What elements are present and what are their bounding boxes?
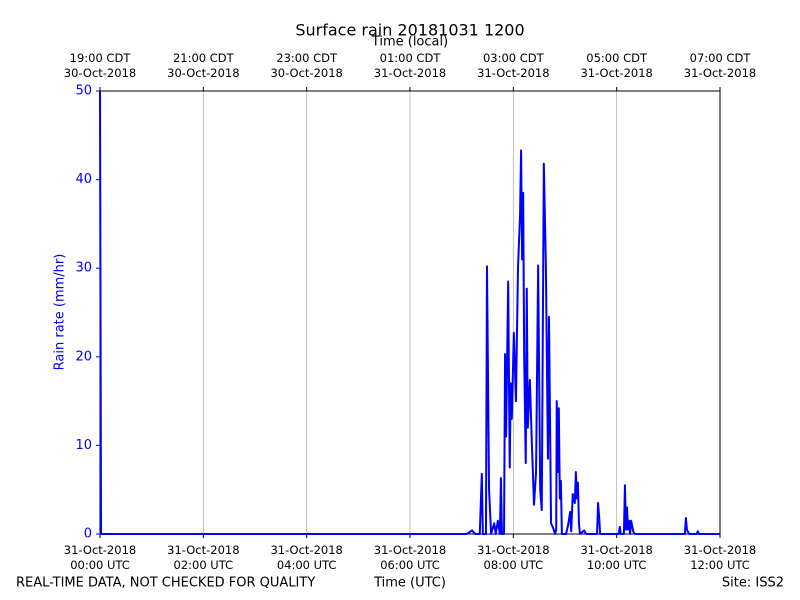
x2-tick-label: 05:00 CDT 31-Oct-2018	[580, 51, 652, 80]
y-tick-label: 50	[75, 84, 92, 99]
x2-tick-label: 19:00 CDT 30-Oct-2018	[64, 51, 136, 80]
x-tick-label: 31-Oct-2018 00:00 UTC	[64, 543, 136, 572]
y-tick-label: 20	[75, 349, 92, 364]
x2-tick-label: 23:00 CDT 30-Oct-2018	[270, 51, 342, 80]
x-tick-label: 31-Oct-2018 10:00 UTC	[580, 543, 652, 572]
x-tick-label: 31-Oct-2018 08:00 UTC	[477, 543, 549, 572]
x-tick-label: 31-Oct-2018 04:00 UTC	[270, 543, 342, 572]
x2-axis-label: Time (local)	[371, 35, 448, 50]
y-tick-label: 30	[75, 261, 92, 276]
x-tick-label: 31-Oct-2018 02:00 UTC	[167, 543, 239, 572]
y-tick-label: 0	[84, 527, 92, 542]
x-tick-label: 31-Oct-2018 06:00 UTC	[374, 543, 446, 572]
x2-tick-label: 07:00 CDT 31-Oct-2018	[684, 51, 756, 80]
site-label: Site: ISS2	[722, 576, 784, 591]
x2-tick-label: 01:00 CDT 31-Oct-2018	[374, 51, 446, 80]
chart-title: Surface rain 20181031 1200	[295, 21, 524, 40]
y-axis-label: Rain rate (mm/hr)	[53, 254, 68, 371]
y-tick-label: 40	[75, 172, 92, 187]
x-tick-label: 31-Oct-2018 12:00 UTC	[684, 543, 756, 572]
x2-tick-label: 21:00 CDT 30-Oct-2018	[167, 51, 239, 80]
footer-note: REAL-TIME DATA, NOT CHECKED FOR QUALITY	[16, 576, 315, 591]
rain-line	[99, 90, 720, 535]
x2-tick-label: 03:00 CDT 31-Oct-2018	[477, 51, 549, 80]
x-axis-label: Time (UTC)	[373, 576, 446, 591]
y-tick-label: 10	[75, 438, 92, 453]
